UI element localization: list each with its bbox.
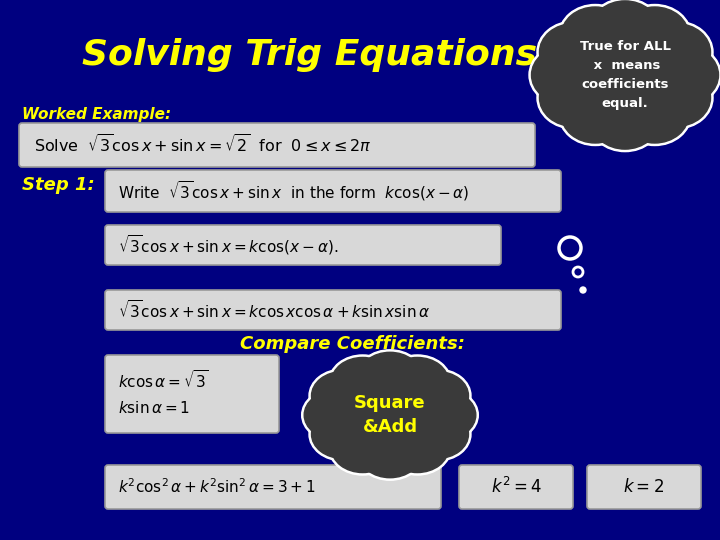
FancyBboxPatch shape xyxy=(105,290,561,330)
Text: True for ALL
 x  means
coefficients
equal.: True for ALL x means coefficients equal. xyxy=(580,40,670,110)
Text: $k\cos\alpha = \sqrt{3}$: $k\cos\alpha = \sqrt{3}$ xyxy=(118,369,209,391)
Ellipse shape xyxy=(309,408,377,461)
Ellipse shape xyxy=(642,24,711,81)
Ellipse shape xyxy=(648,44,720,106)
Ellipse shape xyxy=(386,424,449,472)
Ellipse shape xyxy=(539,69,608,126)
Ellipse shape xyxy=(384,355,451,408)
Ellipse shape xyxy=(618,4,691,67)
FancyBboxPatch shape xyxy=(587,465,701,509)
Text: $\sqrt{3}\cos x + \sin x = k\cos(x - \alpha).$: $\sqrt{3}\cos x + \sin x = k\cos(x - \al… xyxy=(118,233,338,257)
Ellipse shape xyxy=(642,69,711,126)
FancyBboxPatch shape xyxy=(459,465,573,509)
Text: Worked Example:: Worked Example: xyxy=(22,107,171,123)
Text: Compare Coefficients:: Compare Coefficients: xyxy=(240,335,465,353)
Ellipse shape xyxy=(359,352,421,401)
Ellipse shape xyxy=(356,350,423,403)
Circle shape xyxy=(559,237,581,259)
Ellipse shape xyxy=(406,372,469,420)
Ellipse shape xyxy=(562,86,629,143)
Ellipse shape xyxy=(591,92,659,149)
Text: $\sqrt{3}\cos x + \sin x = k\cos x\cos\alpha + k\sin x\sin\alpha$: $\sqrt{3}\cos x + \sin x = k\cos x\cos\a… xyxy=(118,299,430,321)
Ellipse shape xyxy=(384,422,451,475)
Text: Square
&Add: Square &Add xyxy=(354,394,426,436)
Ellipse shape xyxy=(312,372,374,420)
Ellipse shape xyxy=(640,66,713,129)
Ellipse shape xyxy=(329,355,397,408)
Text: $k = 2$: $k = 2$ xyxy=(624,478,665,496)
Ellipse shape xyxy=(331,424,394,472)
Ellipse shape xyxy=(336,382,445,448)
Text: $k^2\cos^2\alpha + k^2\sin^2\alpha = 3 + 1$: $k^2\cos^2\alpha + k^2\sin^2\alpha = 3 +… xyxy=(118,478,316,496)
FancyBboxPatch shape xyxy=(105,225,501,265)
Ellipse shape xyxy=(588,0,662,60)
Text: Solving Trig Equations: Solving Trig Equations xyxy=(82,38,538,72)
Ellipse shape xyxy=(312,410,374,458)
Ellipse shape xyxy=(537,21,610,83)
Text: Step 1:: Step 1: xyxy=(22,176,95,194)
Ellipse shape xyxy=(591,1,659,58)
Ellipse shape xyxy=(413,391,476,439)
Ellipse shape xyxy=(359,429,421,478)
Ellipse shape xyxy=(406,410,469,458)
Ellipse shape xyxy=(618,83,691,145)
Ellipse shape xyxy=(563,33,687,117)
Ellipse shape xyxy=(302,388,369,442)
Ellipse shape xyxy=(331,357,394,406)
Circle shape xyxy=(573,267,583,277)
FancyBboxPatch shape xyxy=(105,170,561,212)
Ellipse shape xyxy=(531,46,600,104)
Ellipse shape xyxy=(386,357,449,406)
Ellipse shape xyxy=(562,7,629,64)
Circle shape xyxy=(580,287,586,293)
Ellipse shape xyxy=(621,7,689,64)
Text: Solve  $\sqrt{3}\cos x + \sin x = \sqrt{2}$  for  $0 \leq x \leq 2\pi$: Solve $\sqrt{3}\cos x + \sin x = \sqrt{2… xyxy=(34,134,372,156)
Ellipse shape xyxy=(650,46,719,104)
Ellipse shape xyxy=(333,380,447,450)
Ellipse shape xyxy=(588,90,662,152)
Text: Write  $\sqrt{3}\cos x + \sin x$  in the form  $k\cos(x - \alpha)$: Write $\sqrt{3}\cos x + \sin x$ in the f… xyxy=(118,179,469,203)
Ellipse shape xyxy=(329,422,397,475)
FancyBboxPatch shape xyxy=(105,355,279,433)
Ellipse shape xyxy=(621,86,689,143)
Ellipse shape xyxy=(559,83,631,145)
Ellipse shape xyxy=(411,388,478,442)
Text: $k\sin\alpha =  1$: $k\sin\alpha = 1$ xyxy=(118,400,190,416)
Ellipse shape xyxy=(640,21,713,83)
Ellipse shape xyxy=(529,44,602,106)
Ellipse shape xyxy=(304,391,366,439)
Ellipse shape xyxy=(309,369,377,422)
Ellipse shape xyxy=(539,24,608,81)
Ellipse shape xyxy=(559,4,631,67)
Ellipse shape xyxy=(537,66,610,129)
Ellipse shape xyxy=(404,369,471,422)
Ellipse shape xyxy=(356,427,423,480)
FancyBboxPatch shape xyxy=(105,465,441,509)
Ellipse shape xyxy=(404,408,471,461)
Text: $k^2 = 4$: $k^2 = 4$ xyxy=(490,477,541,497)
Ellipse shape xyxy=(565,36,685,114)
FancyBboxPatch shape xyxy=(19,123,535,167)
